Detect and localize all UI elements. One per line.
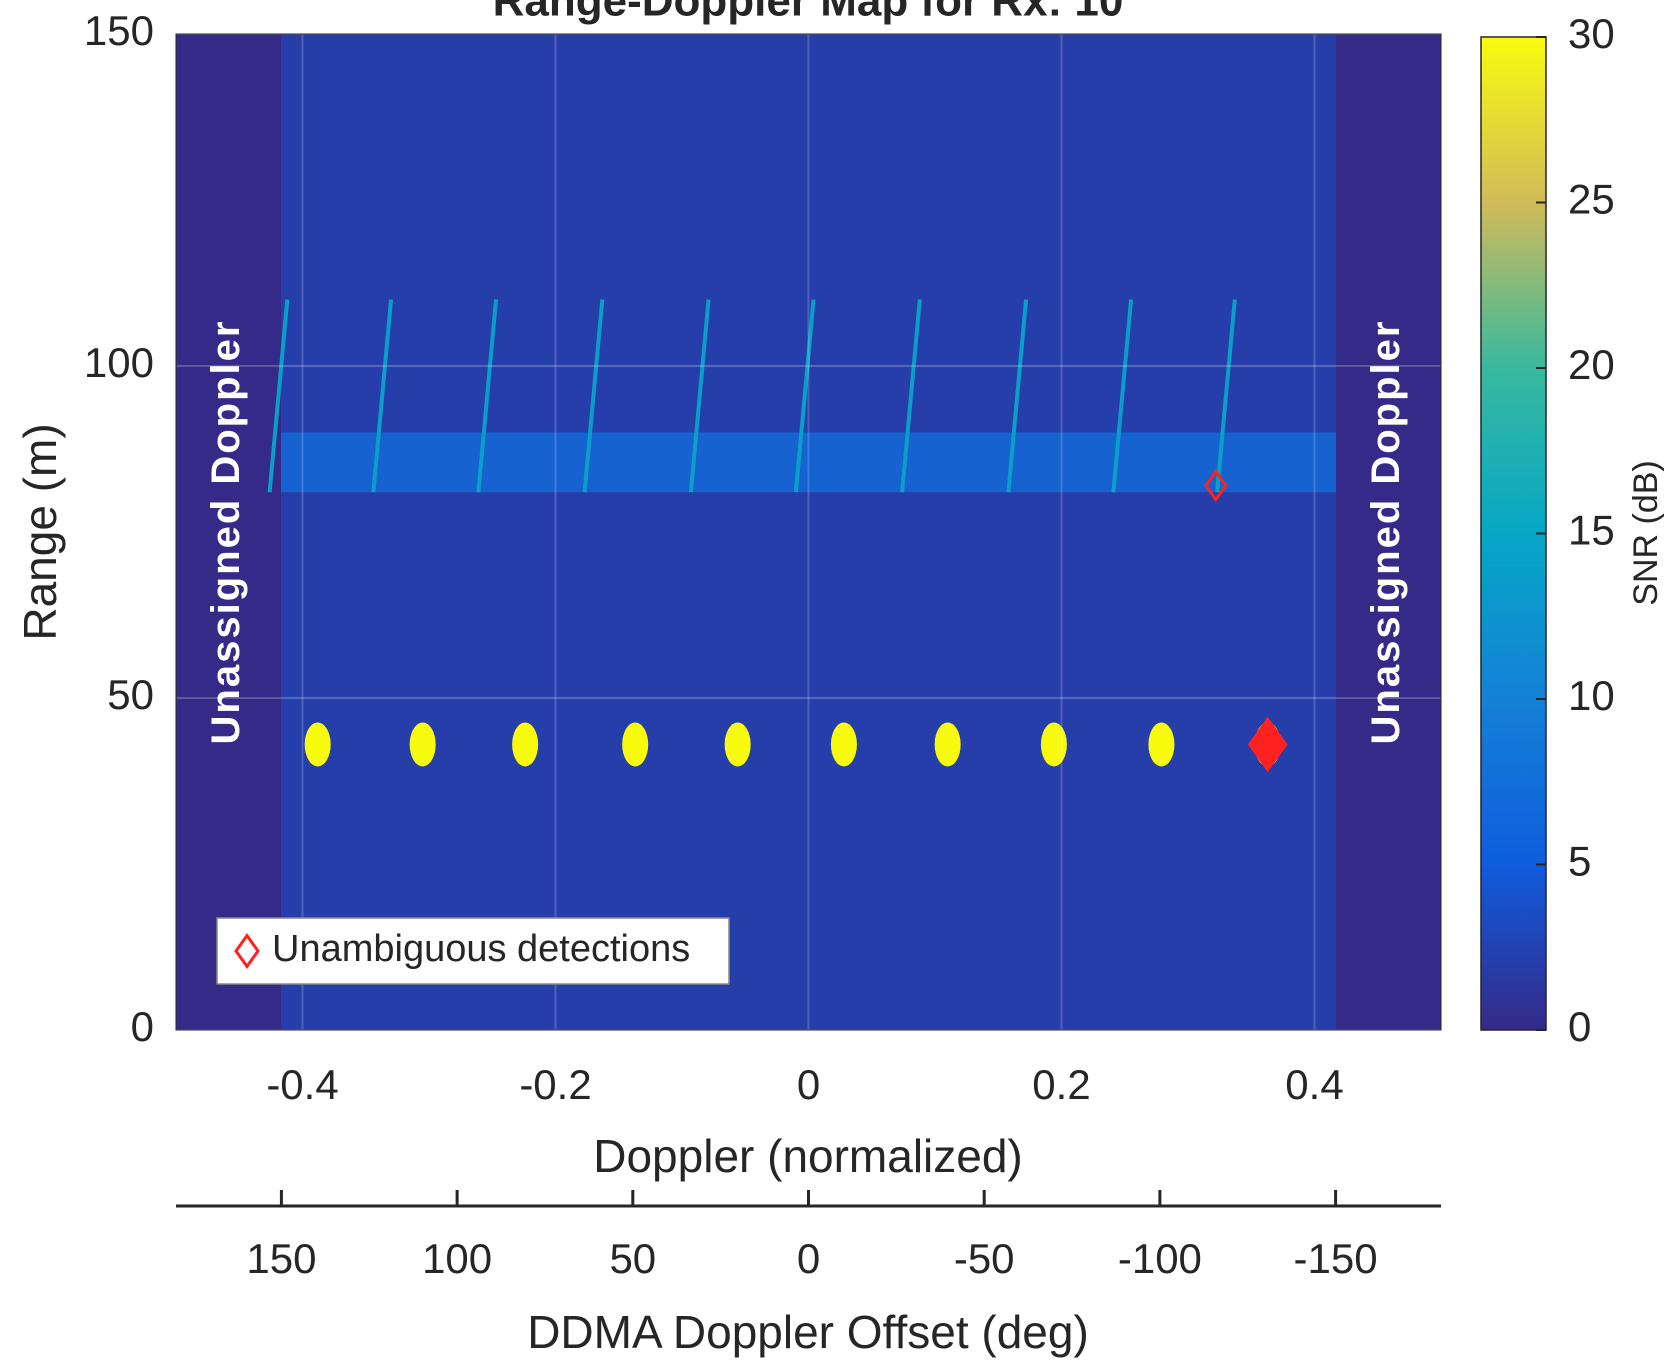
unassigned-label: Unassigned Doppler	[204, 320, 248, 745]
target-blob	[724, 722, 751, 767]
unassigned-region	[1336, 34, 1441, 1030]
y-tick-label: 150	[84, 7, 154, 54]
x2-tick-label: 100	[422, 1235, 492, 1282]
y-tick-label: 0	[131, 1003, 154, 1050]
legend-box	[216, 917, 730, 985]
plot-frame	[175, 33, 1442, 1031]
x2-tick-label: -50	[954, 1235, 1015, 1282]
target-blob	[1148, 722, 1175, 767]
x2-tick-label: 50	[609, 1235, 656, 1282]
colorbar-label: SNR (dB)	[1627, 460, 1665, 605]
detection-marker	[1203, 468, 1228, 503]
unassigned-region	[176, 34, 281, 1030]
colorbar-tick-label: 15	[1568, 507, 1615, 554]
clutter-streak	[900, 299, 922, 493]
y-tick-label: 100	[84, 339, 154, 386]
target-blob	[1040, 722, 1067, 767]
colorbar-tick-label: 0	[1568, 1003, 1591, 1050]
target-blob	[830, 722, 857, 767]
target-blob	[934, 722, 961, 767]
colorbar-tick-label: 25	[1568, 176, 1615, 223]
clutter-streak	[371, 299, 394, 493]
colorbar	[1480, 36, 1547, 1031]
x-tick-label: -0.2	[519, 1061, 591, 1108]
y-tick-label: 50	[107, 671, 154, 718]
clutter-streak	[476, 299, 499, 493]
x-tick-label: 0.4	[1285, 1061, 1343, 1108]
clutter-streak	[1215, 299, 1237, 493]
y-axis-label: Range (m)	[14, 423, 66, 640]
clutter-streak	[688, 299, 711, 493]
colorbar-tick-label: 10	[1568, 672, 1615, 719]
clutter-streak	[1111, 299, 1134, 493]
x2-tick-label: 150	[246, 1235, 316, 1282]
clutter-streak	[793, 299, 816, 493]
x2-tick-label: -100	[1118, 1235, 1202, 1282]
clutter-band	[280, 432, 1337, 493]
unassigned-label: Unassigned Doppler	[1364, 320, 1408, 745]
colorbar-tick-label: 30	[1568, 10, 1615, 57]
clutter-streak	[582, 299, 605, 493]
clutter-streak	[267, 299, 290, 493]
legend-marker	[234, 933, 260, 969]
detection-marker	[1247, 716, 1288, 773]
x2-tick-label: -150	[1294, 1235, 1378, 1282]
colorbar-tick-label: 20	[1568, 341, 1615, 388]
x-tick-label: 0.2	[1032, 1061, 1090, 1108]
target-blob	[622, 722, 649, 767]
x-tick-label: -0.4	[266, 1061, 338, 1108]
clutter-streak	[1006, 299, 1029, 493]
x2-axis-label: DDMA Doppler Offset (deg)	[527, 1306, 1089, 1358]
target-blob	[512, 722, 539, 767]
target-blob	[409, 722, 436, 767]
colorbar-tick-label: 5	[1568, 838, 1591, 885]
x-tick-label: 0	[797, 1061, 820, 1108]
target-blob	[304, 722, 331, 767]
chart-title: Range-Doppler Map for Rx: 10	[493, 0, 1124, 26]
heatmap-background	[176, 34, 1441, 1030]
x-axis-label: Doppler (normalized)	[593, 1130, 1023, 1182]
legend-label: Unambiguous detections	[272, 928, 690, 970]
x2-tick-label: 0	[797, 1235, 820, 1282]
